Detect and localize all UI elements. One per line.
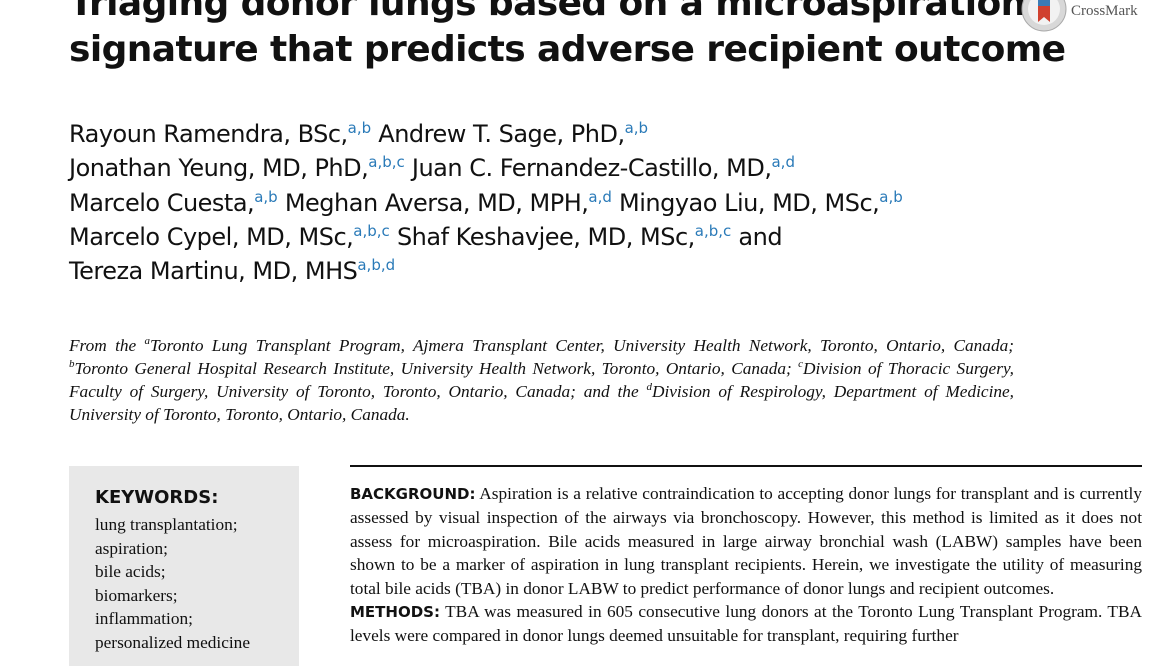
authors: Rayoun Ramendra, BSc,a,b Andrew T. Sage,… [69, 117, 903, 288]
author-name: Marcelo Cypel, MD, MSc, [69, 222, 354, 251]
author-affiliation-marks: a,b [254, 187, 278, 206]
title-line: signature that predicts adverse recipien… [69, 29, 1066, 70]
author-name: Andrew T. Sage, PhD, [378, 120, 625, 148]
author-affiliation-marks: a,b,c [353, 221, 390, 240]
keyword: personalized medicine [95, 632, 250, 652]
affiliations: From the aToronto Lung Transplant Progra… [69, 334, 1014, 426]
abstract-text: TBA was measured in 605 consecutive lung… [350, 602, 1142, 646]
author-affiliation-marks: a,b,c [368, 153, 405, 172]
author-name: Jonathan Yeung, MD, PhD, [69, 154, 369, 183]
author-name: Juan C. Fernandez-Castillo, MD, [411, 154, 772, 183]
crossmark-icon [1021, 0, 1067, 32]
author-name: Meghan Aversa, MD, MPH, [284, 188, 589, 217]
abstract-section: METHODS: TBA was measured in 605 consecu… [350, 600, 1142, 648]
author-line: Marcelo Cuesta,a,b Meghan Aversa, MD, MP… [69, 186, 903, 220]
affiliation-text: Toronto Lung Transplant Program, Ajmera … [150, 336, 1014, 355]
keyword: biomarkers; [95, 585, 178, 605]
crossmark-label: CrossMark [1071, 3, 1138, 19]
author-affiliation-marks: a,b [879, 187, 903, 206]
title-line: Triaging donor lungs based on a microasp… [69, 0, 1026, 24]
author-name: Shaf Keshavjee, MD, MSc, [396, 222, 695, 251]
affiliation-intro: From the [69, 336, 145, 355]
author-line: Marcelo Cypel, MD, MSc,a,b,c Shaf Keshav… [69, 220, 903, 254]
affiliation-text: Division of Respirology, Department of M… [69, 382, 1014, 424]
keywords-box [69, 466, 299, 666]
author-affiliation-marks: a,b [347, 119, 372, 137]
affiliation-text: Division of Thoracic Surgery, Faculty of… [69, 359, 1014, 401]
keyword: inflammation; [95, 609, 193, 628]
title: Triaging donor lungs based on a microasp… [69, 0, 1066, 73]
author-name: Marcelo Cuesta, [69, 188, 255, 217]
keywords-list: lung transplantation; aspiration; bile aci… [95, 513, 250, 654]
affiliation-mark: d [646, 381, 652, 393]
author-affiliation-marks: a,d [771, 153, 795, 172]
keyword: lung transplantation; [95, 515, 238, 534]
keyword: bile acids; [95, 562, 166, 581]
author-line: Tereza Martinu, MD, MHSa,b,d [69, 254, 903, 288]
author-line: Jonathan Yeung, MD, PhD,a,b,c Juan C. Fe… [69, 151, 903, 185]
author-conjunction: and [738, 222, 783, 251]
keyword: aspiration; [95, 538, 168, 558]
abstract-label: BACKGROUND: [350, 485, 476, 503]
keywords-heading: KEYWORDS: [95, 487, 219, 508]
author-line: Rayoun Ramendra, BSc,a,b Andrew T. Sage,… [69, 117, 903, 151]
author-affiliation-marks: a,b,d [357, 256, 396, 275]
abstract-label: METHODS: [350, 603, 440, 622]
affiliation-mark: a [144, 335, 151, 347]
author-name: Rayoun Ramendra, BSc, [69, 120, 348, 148]
author-affiliation-marks: a,d [588, 187, 612, 206]
abstract: BACKGROUND: Aspiration is a relative con… [350, 482, 1142, 648]
author-name: Mingyao Liu, MD, MSc, [619, 188, 880, 217]
author-affiliation-marks: a,b [624, 119, 649, 137]
author-affiliation-marks: a,b,c [694, 221, 732, 240]
abstract-rule [350, 465, 1142, 467]
abstract-section: BACKGROUND: Aspiration is a relative con… [350, 482, 1142, 600]
affiliation-mark: c [798, 358, 804, 370]
affiliation-text: Toronto General Hospital Research Instit… [74, 359, 799, 378]
author-name: Tereza Martinu, MD, MHS [69, 257, 358, 286]
abstract-text: Aspiration is a relative contraindicatio… [350, 484, 1142, 598]
affiliation-mark: b [69, 358, 75, 370]
